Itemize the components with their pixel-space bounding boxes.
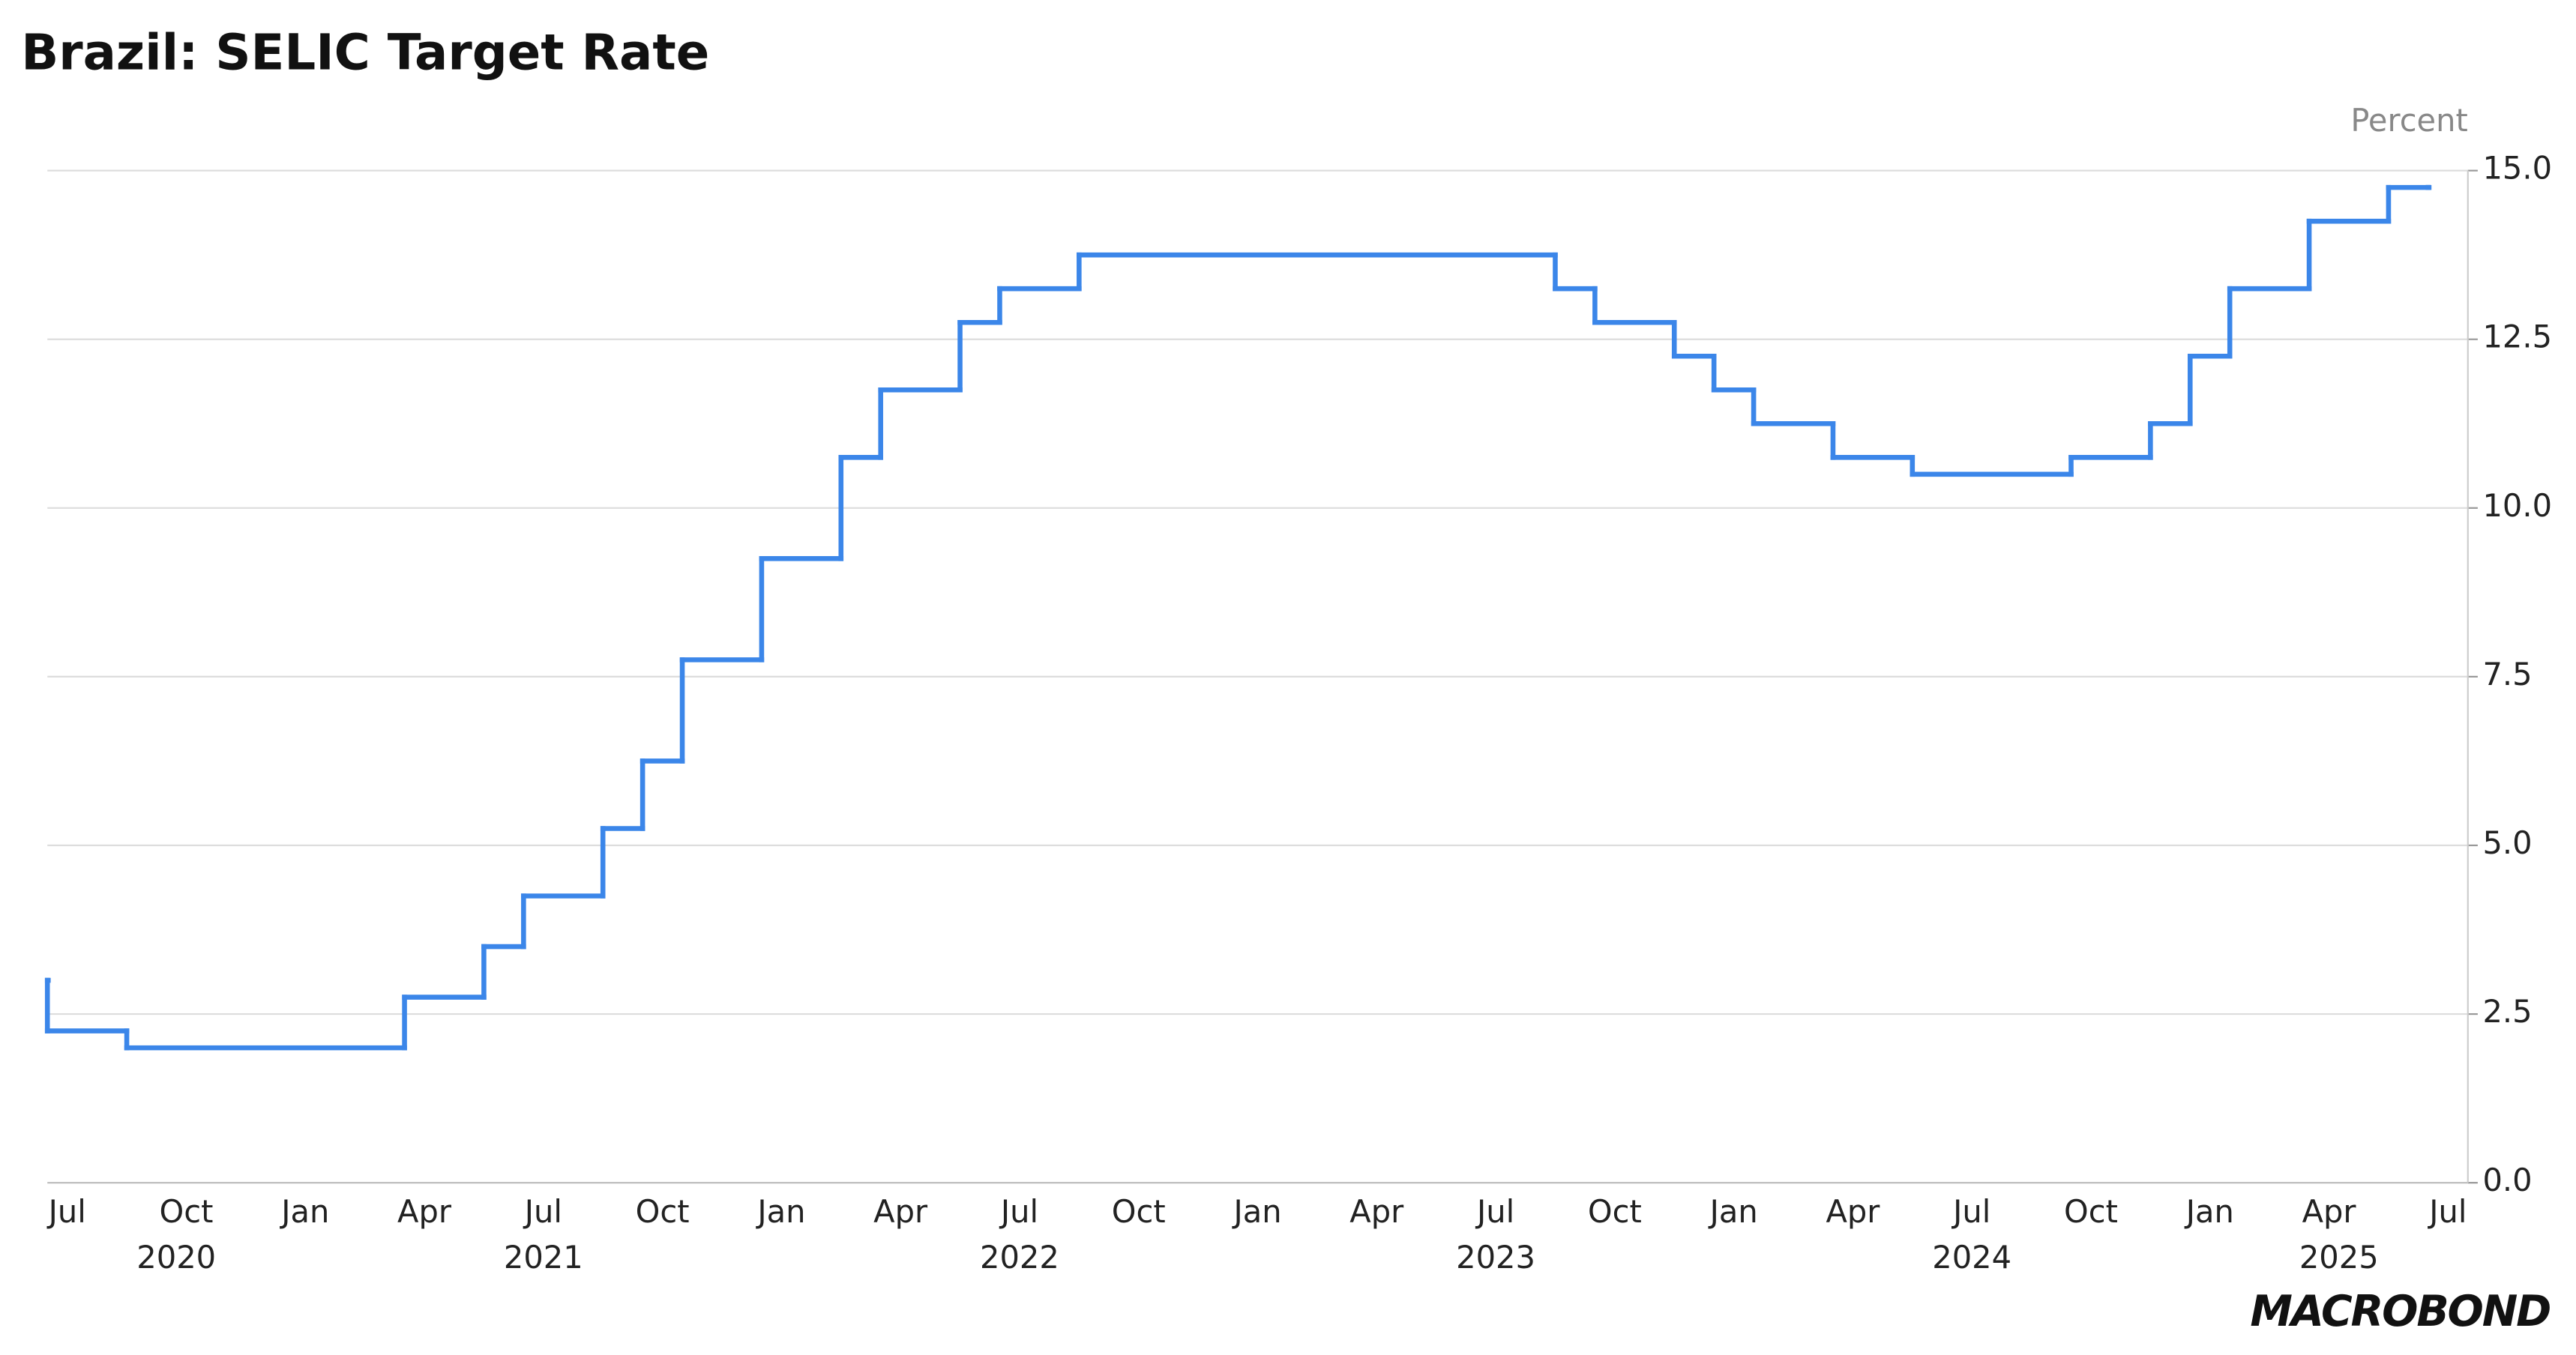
- x-tick-label: Apr: [397, 1193, 452, 1230]
- x-tick-label: Jul: [1475, 1193, 1514, 1230]
- x-tick-label: Jul: [523, 1193, 562, 1230]
- x-tick-label: Oct: [636, 1193, 690, 1230]
- x-year-label: 2025: [2299, 1239, 2379, 1276]
- x-tick-label: Jan: [1231, 1193, 1281, 1230]
- y-tick-label: 5.0: [2482, 824, 2532, 861]
- y-tick-label: 2.5: [2482, 993, 2532, 1030]
- y-tick-label: 0.0: [2482, 1162, 2532, 1198]
- x-tick-label: Oct: [1112, 1193, 1166, 1230]
- x-year-label: 2020: [136, 1239, 216, 1276]
- x-tick-label: Jul: [1951, 1193, 1990, 1230]
- y-tick-label: 10.0: [2482, 487, 2552, 524]
- y-tick-label: 15.0: [2482, 150, 2552, 187]
- x-year-label: 2023: [1456, 1239, 1535, 1276]
- x-tick-label: Oct: [1588, 1193, 1642, 1230]
- source-logo: MACROBOND: [2250, 1287, 2550, 1336]
- x-tick-label: Jul: [2427, 1193, 2467, 1230]
- y-unit: Percent: [2350, 102, 2467, 139]
- x-tick-label: Jan: [755, 1193, 805, 1230]
- x-year-label: 2024: [1932, 1239, 2011, 1276]
- x-tick-label: Jan: [1708, 1193, 1758, 1230]
- x-tick-label: Apr: [1826, 1193, 1880, 1230]
- x-tick-label: Jul: [999, 1193, 1038, 1230]
- y-tick-label: 12.5: [2482, 319, 2552, 355]
- x-tick-label: Apr: [873, 1193, 928, 1230]
- x-tick-label: Jan: [279, 1193, 329, 1230]
- x-tick-label: Oct: [160, 1193, 214, 1230]
- chart-title: Brazil: SELIC Target Rate: [21, 24, 709, 81]
- x-year-label: 2021: [504, 1239, 583, 1276]
- y-tick-label: 7.5: [2482, 656, 2532, 692]
- x-tick-label: Apr: [2302, 1193, 2357, 1230]
- x-tick-label: Jul: [46, 1193, 86, 1230]
- x-year-label: 2022: [980, 1239, 1059, 1276]
- x-tick-label: Apr: [1349, 1193, 1404, 1230]
- x-tick-label: Oct: [2064, 1193, 2118, 1230]
- x-tick-label: Jan: [2184, 1193, 2234, 1230]
